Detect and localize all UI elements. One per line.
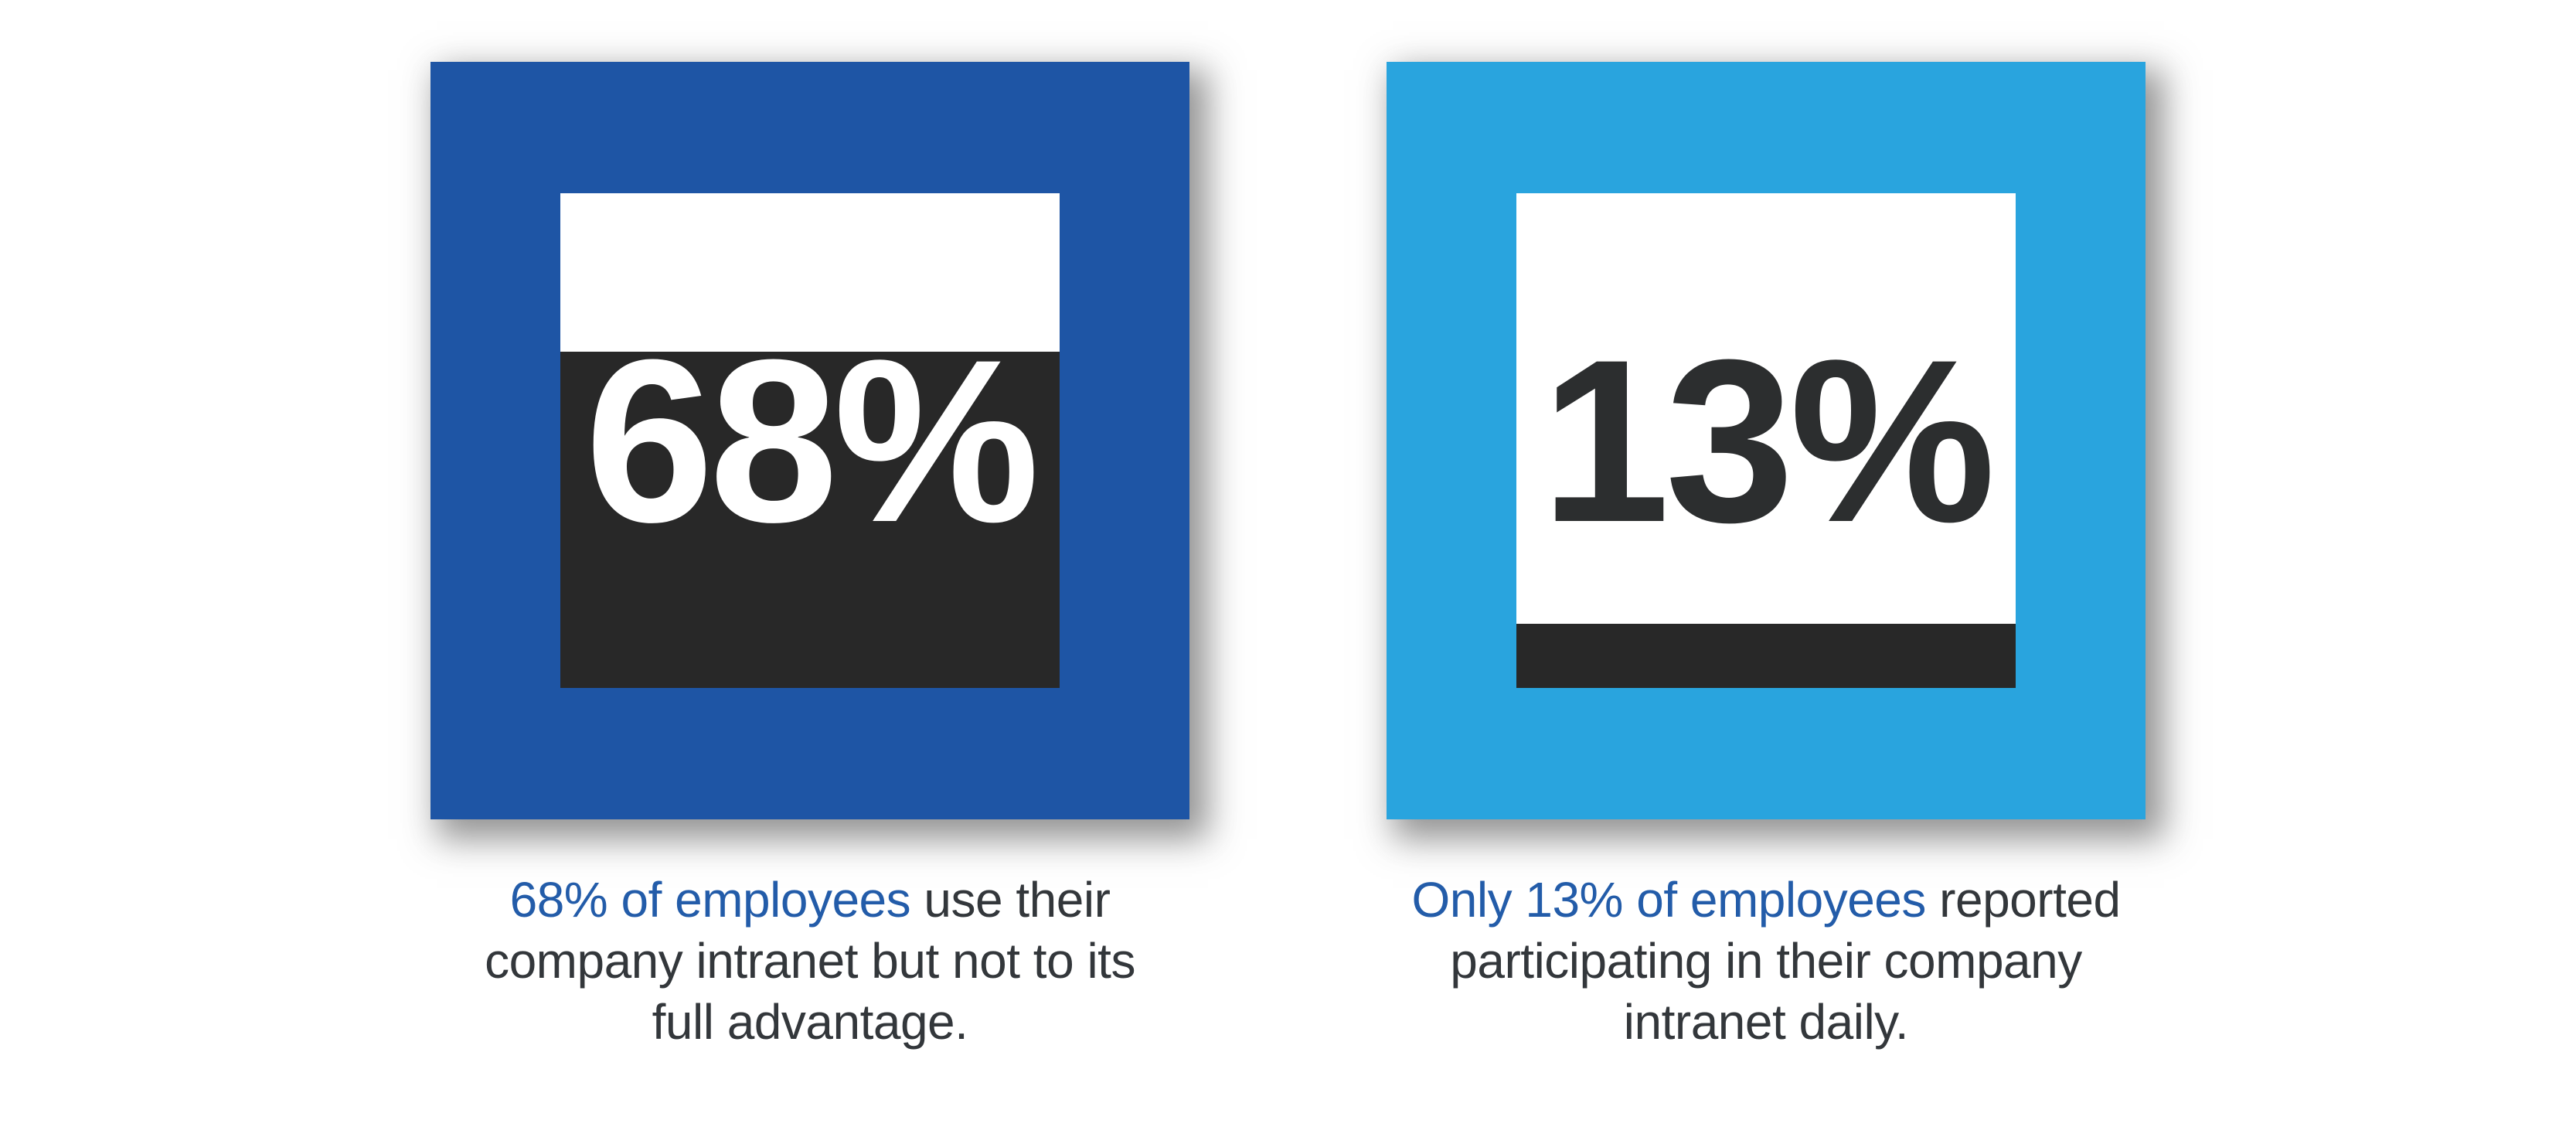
- stat-square-frame: 13%: [1387, 62, 2146, 819]
- caption-line2: company intranet but not to its: [485, 933, 1135, 989]
- caption-line1-rest: use their: [910, 872, 1111, 928]
- gauge-fill-bar: [1516, 623, 2016, 688]
- stat-value-label: 68%: [584, 311, 1040, 570]
- percentage-gauge: 13%: [1516, 193, 2016, 688]
- caption-highlight: 68% of employees: [509, 872, 911, 928]
- caption-line1-rest: reported: [1925, 872, 2121, 928]
- stat-square-frame: 68%: [430, 62, 1189, 819]
- caption-line2: participating in their company: [1450, 933, 2082, 989]
- percentage-gauge: 68%: [560, 193, 1060, 688]
- stat-caption: Only 13% of employees reported participa…: [1264, 870, 2268, 1053]
- caption-line3: full advantage.: [652, 994, 968, 1050]
- stat-value-label: 13%: [1540, 311, 1996, 570]
- gauge-fill-bar: [560, 351, 1060, 688]
- caption-line3: intranet daily.: [1623, 994, 1909, 1050]
- caption-highlight: Only 13% of employees: [1411, 872, 1926, 928]
- stat-caption: 68% of employees use their company intra…: [308, 870, 1312, 1053]
- stat-panel-intranet-usage: 68% 68% of employees use their company i…: [430, 62, 1189, 1121]
- stat-panel-daily-participation: 13% Only 13% of employees reported parti…: [1387, 62, 2146, 1121]
